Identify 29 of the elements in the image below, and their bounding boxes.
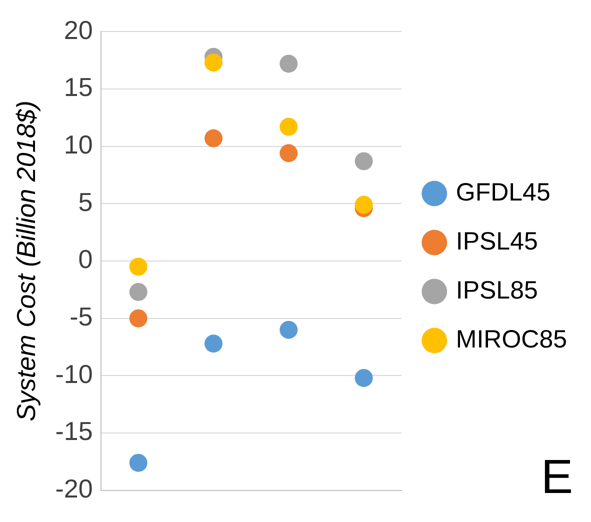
point [354,152,373,170]
point [354,368,373,387]
y-tick-label: -20 [55,474,93,504]
legend-label: GFDL45 [456,178,550,206]
point [204,334,222,353]
y-tick-label: -10 [55,358,93,389]
point [129,282,148,301]
point [280,144,298,162]
y-tick-label: 20 [64,14,93,45]
y-axis-title: System Cost (Billion 2018$) [10,100,41,422]
point [204,129,222,148]
y-tick-label: 15 [64,72,93,102]
legend-label: MIROC85 [456,325,568,354]
y-tick-label: 5 [78,186,93,217]
text: E [540,451,573,504]
point [129,454,148,472]
legend-label: IPSL85 [456,276,538,304]
point [280,320,298,339]
point [354,196,373,214]
legend-label: IPSL45 [456,227,538,256]
y-tick-label: -5 [70,302,93,332]
point [204,54,222,72]
point [129,258,148,276]
y-tick-label: 10 [64,129,93,160]
y-tick-label: 0 [78,244,93,274]
point [280,118,298,136]
point [280,54,298,73]
y-tick-label: -15 [55,416,93,446]
point [129,309,148,328]
